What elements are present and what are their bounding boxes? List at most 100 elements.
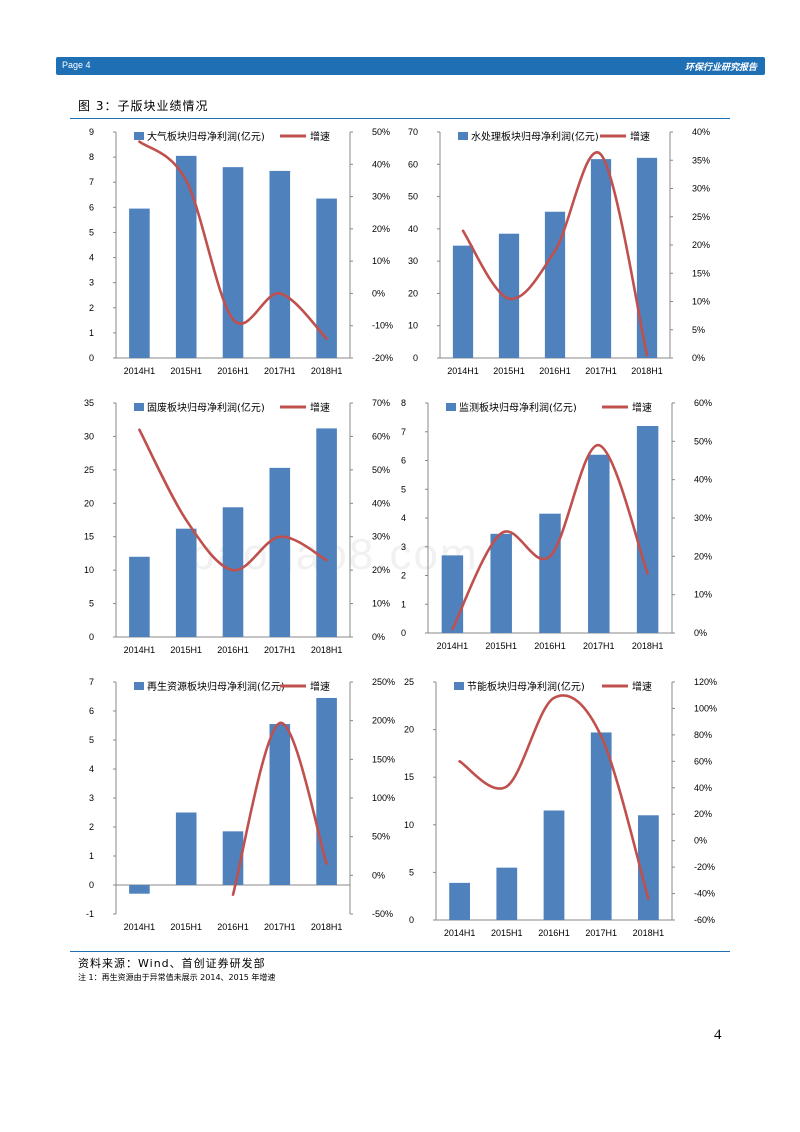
right-tick-label: 80% [694, 730, 712, 740]
legend-bar-label: 固废板块归母净利润(亿元) [147, 401, 265, 414]
right-tick-label: 150% [372, 754, 395, 764]
category-label: 2017H1 [585, 366, 617, 376]
figure-top-rule [70, 118, 730, 119]
right-tick-label: 60% [694, 398, 712, 408]
right-tick-label: 20% [692, 240, 710, 250]
right-tick-label: 0% [372, 632, 385, 642]
left-tick-label: 20 [408, 288, 418, 298]
note-text: 注 1：再生资源由于异常值未展示 2014、2015 年增速 [78, 973, 276, 982]
right-tick-label: 20% [694, 809, 712, 819]
category-label: 2015H1 [491, 928, 523, 938]
category-label: 2016H1 [534, 641, 566, 651]
left-tick-label: -1 [86, 909, 94, 919]
left-tick-label: 70 [408, 127, 418, 137]
right-tick-label: 20% [694, 551, 712, 561]
category-label: 2016H1 [217, 366, 249, 376]
bar [539, 513, 561, 633]
category-label: 2017H1 [264, 645, 296, 655]
bar [490, 533, 512, 633]
right-tick-label: 5% [692, 325, 705, 335]
bar [175, 155, 197, 358]
left-tick-label: 4 [401, 513, 406, 523]
right-tick-label: 70% [372, 398, 390, 408]
category-label: 2014H1 [124, 922, 156, 932]
category-label: 2014H1 [437, 641, 469, 651]
bar [175, 812, 197, 885]
right-tick-label: 250% [372, 677, 395, 687]
left-tick-label: 3 [89, 278, 94, 288]
right-tick-label: 30% [694, 513, 712, 523]
right-tick-label: 30% [372, 532, 390, 542]
left-tick-label: 0 [89, 632, 94, 642]
right-tick-label: -20% [694, 862, 715, 872]
legend-bar-swatch [134, 682, 144, 690]
legend-bar-label: 监测板块归母净利润(亿元) [459, 401, 577, 414]
growth-line [461, 151, 649, 357]
legend-bar-swatch [446, 403, 456, 411]
left-tick-label: 0 [89, 880, 94, 890]
left-tick-label: 30 [408, 256, 418, 266]
category-label: 2017H1 [264, 922, 296, 932]
figure-bottom-rule [70, 951, 730, 952]
right-tick-label: 15% [692, 268, 710, 278]
bar [636, 157, 658, 358]
legend-line-label: 增速 [630, 130, 650, 143]
growth-line [451, 443, 649, 631]
left-tick-label: 6 [89, 706, 94, 716]
category-label: 2018H1 [632, 641, 664, 651]
bar [449, 882, 470, 920]
right-tick-label: 40% [692, 127, 710, 137]
bar [452, 245, 474, 358]
left-tick-label: 5 [89, 599, 94, 609]
left-tick-label: 40 [408, 224, 418, 234]
category-label: 2015H1 [493, 366, 525, 376]
chart-4: 0 1 2 3 4 5 6 7 8 0% 10% 20% 30% 40% 50% 60% 2014H1 2015H… [401, 398, 712, 651]
legend-line-label: 增速 [310, 680, 330, 693]
left-tick-label: 10 [408, 321, 418, 331]
right-tick-label: 10% [372, 256, 390, 266]
right-tick-label: 20% [372, 224, 390, 234]
right-tick-label: 120% [694, 677, 717, 687]
category-label: 2017H1 [585, 928, 617, 938]
category-label: 2016H1 [539, 366, 571, 376]
left-tick-label: 2 [401, 571, 406, 581]
right-tick-label: 50% [694, 436, 712, 446]
right-tick-label: -50% [372, 909, 393, 919]
right-tick-label: 40% [694, 783, 712, 793]
left-tick-label: 9 [89, 127, 94, 137]
legend-bar-label: 节能板块归母净利润(亿元) [467, 680, 585, 693]
bar [129, 208, 150, 358]
category-label: 2014H1 [447, 366, 479, 376]
right-tick-label: 40% [372, 159, 390, 169]
right-tick-label: 30% [692, 184, 710, 194]
right-tick-label: 50% [372, 832, 390, 842]
right-tick-label: 200% [372, 716, 395, 726]
chart-6: 0 5 10 15 20 25 -60% -40% -20% 0% 20% 40% 60% 80% 100%… [404, 677, 717, 938]
category-label: 2017H1 [264, 366, 296, 376]
bar [269, 467, 291, 637]
right-tick-label: 100% [372, 793, 395, 803]
bar [129, 885, 150, 894]
left-tick-label: 3 [89, 793, 94, 803]
left-tick-label: 7 [401, 427, 406, 437]
right-tick-label: 50% [372, 127, 390, 137]
left-tick-label: 2 [89, 822, 94, 832]
category-label: 2018H1 [633, 928, 665, 938]
legend-bar-label: 水处理板块归母净利润(亿元) [471, 130, 599, 143]
bar [269, 170, 291, 358]
left-tick-label: 5 [409, 867, 414, 877]
legend-bar-label: 大气板块归母净利润(亿元) [147, 130, 265, 143]
bar [316, 428, 337, 637]
left-tick-label: 0 [413, 353, 418, 363]
left-tick-label: 0 [409, 915, 414, 925]
legend-bar-swatch [134, 403, 144, 411]
category-label: 2018H1 [311, 645, 343, 655]
right-tick-label: -40% [694, 889, 715, 899]
chart-3: 0 5 10 15 20 25 30 35 0% 10% 20% 30% 40% 50% 60% 70% 201… [84, 398, 390, 655]
growth-line [138, 140, 328, 340]
left-tick-label: 25 [84, 465, 94, 475]
left-tick-label: 4 [89, 253, 94, 263]
bar [269, 724, 291, 885]
left-tick-label: 6 [89, 202, 94, 212]
bar [222, 507, 244, 637]
